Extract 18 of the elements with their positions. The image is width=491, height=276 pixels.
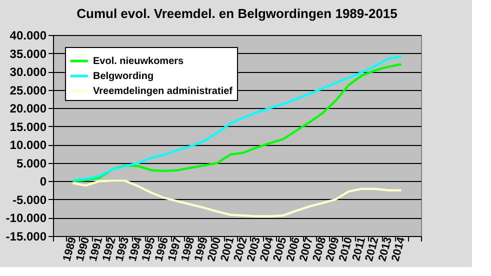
y-tick-label: 40.000 [10,28,47,42]
legend-label: Evol. nieuwkomers [93,56,184,67]
y-tick-label: 20.000 [10,102,47,116]
y-tick-label: 5.000 [16,156,47,170]
line-series [72,180,402,218]
legend-label: Vreemdelingen administratief [93,86,234,97]
chart-title: Cumul evol. Vreemdel. en Belgwordingen 1989-2015 [76,6,398,21]
x-tick-label: 2014 [390,235,408,263]
y-tick-label: 0 [40,174,47,189]
y-tick-label: 25.000 [10,83,47,98]
y-tick-label: -15.000 [6,230,47,244]
y-tick-label: 35.000 [10,46,47,61]
y-tick-label: 10.000 [10,138,47,152]
y-tick-label: 15.000 [10,120,47,134]
legend-label: Belgwording [93,71,154,82]
y-tick-label: -5.000 [12,192,47,207]
y-tick-label: 30.000 [10,65,47,80]
y-tick-label: -10.000 [6,211,47,226]
